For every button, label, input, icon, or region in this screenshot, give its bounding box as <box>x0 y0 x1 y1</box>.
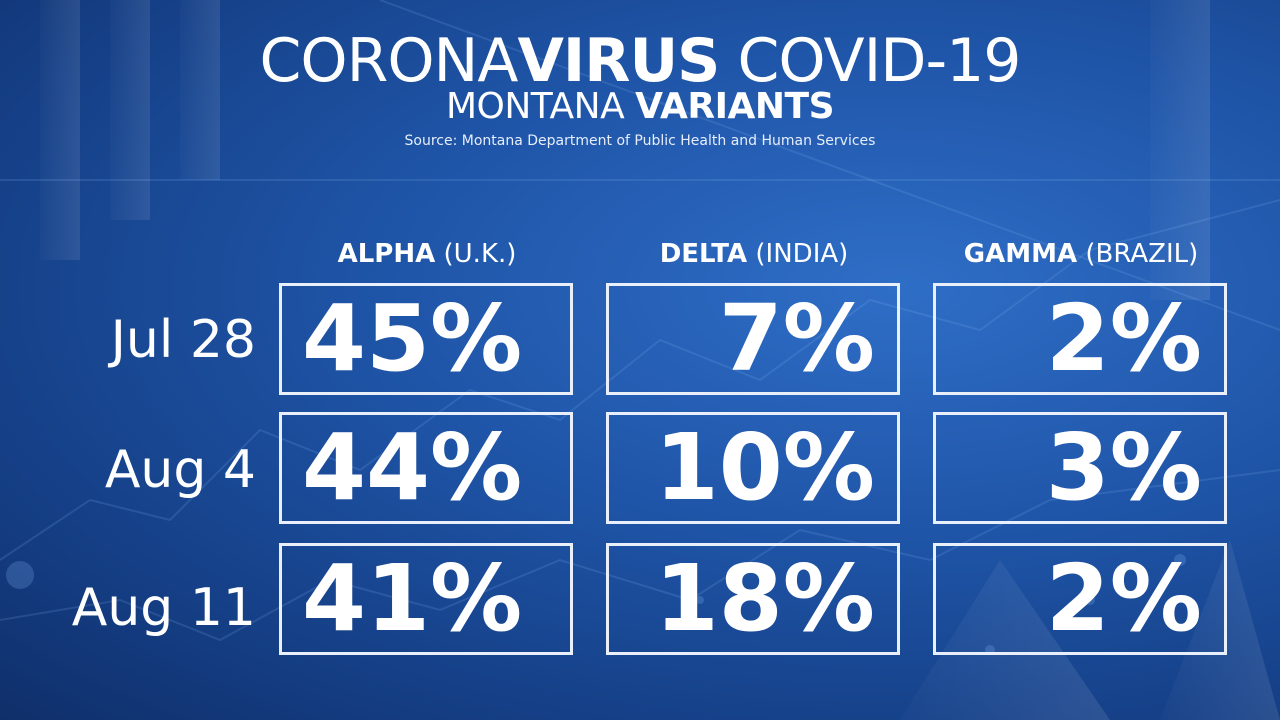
source-note: Source: Montana Department of Public Hea… <box>404 133 876 149</box>
table-cell: 41% <box>279 543 573 655</box>
row-label-jul-28: Jul 28 <box>110 310 256 370</box>
cell-value: 3% <box>1045 414 1202 521</box>
title-virus: VIRUS <box>517 26 720 96</box>
column-name: ALPHA <box>337 239 436 269</box>
row-label-aug-11: Aug 11 <box>71 578 256 638</box>
title-corona: CORONA <box>259 26 519 96</box>
table-cell: 10% <box>606 412 900 524</box>
table-cell: 2% <box>933 543 1227 655</box>
cell-value: 41% <box>302 545 523 652</box>
table-cell: 2% <box>933 283 1227 395</box>
table-cell: 45% <box>279 283 573 395</box>
cell-value: 18% <box>654 545 875 652</box>
cell-value: 7% <box>718 285 875 392</box>
column-region: (BRAZIL) <box>1085 239 1199 269</box>
column-header-gamma: GAMMA (BRAZIL) <box>931 236 1231 272</box>
column-name: DELTA <box>659 239 748 269</box>
row-label-aug-4: Aug 4 <box>104 440 256 500</box>
main-title: CORONAVIRUS COVID-19 <box>0 26 1280 96</box>
column-region: (INDIA) <box>755 239 849 269</box>
cell-value: 44% <box>302 414 523 521</box>
column-header-alpha: ALPHA (U.K.) <box>277 236 577 272</box>
table-cell: 3% <box>933 412 1227 524</box>
table-cell: 18% <box>606 543 900 655</box>
table-cell: 44% <box>279 412 573 524</box>
cell-value: 45% <box>302 285 523 392</box>
subtitle: MONTANA VARIANTS <box>0 86 1280 128</box>
subtitle-variants: VARIANTS <box>635 86 835 127</box>
cell-value: 2% <box>1045 285 1202 392</box>
cell-value: 10% <box>654 414 875 521</box>
column-region: (U.K.) <box>443 239 517 269</box>
subtitle-montana: MONTANA <box>445 86 636 127</box>
column-header-delta: DELTA (INDIA) <box>604 236 904 272</box>
table-cell: 7% <box>606 283 900 395</box>
column-name: GAMMA <box>963 239 1078 269</box>
cell-value: 2% <box>1045 545 1202 652</box>
title-covid: COVID-19 <box>719 26 1021 96</box>
